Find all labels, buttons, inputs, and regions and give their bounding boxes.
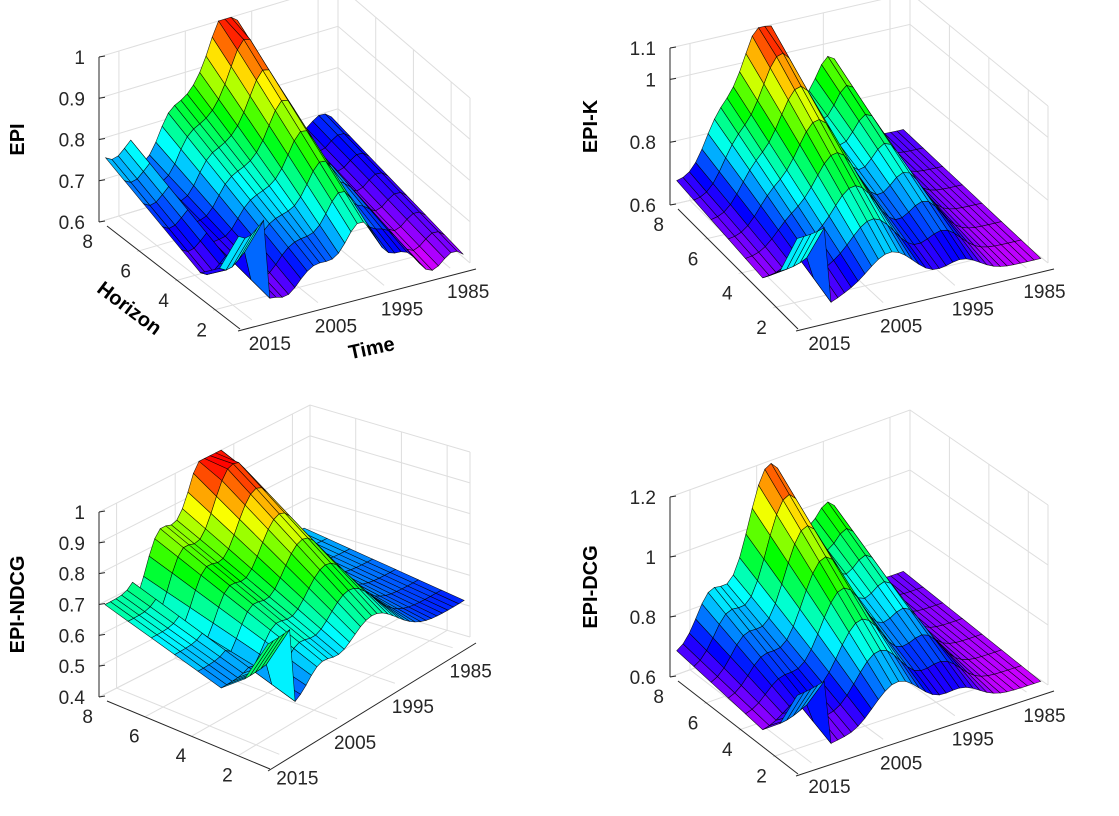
surface xyxy=(104,449,465,703)
axes xyxy=(669,495,1055,777)
surface-plot-epi-k: 0.6 0.8 1 1.1 2 4 6 8 1985 1995 2005 2015 EPI-K xyxy=(580,0,1066,355)
x-tick-label: 1995 xyxy=(381,299,423,320)
y-tick-label: 4 xyxy=(158,291,169,312)
z-tick-label: 0.6 xyxy=(630,196,656,217)
x-tick-label: 2005 xyxy=(315,317,357,338)
y-axis-label: Horizon xyxy=(93,278,166,340)
y-tick-label: 4 xyxy=(722,740,733,761)
z-tick-label: 0.6 xyxy=(59,213,85,234)
z-axis-label: EPI-NDCG xyxy=(7,556,29,654)
surface-patch xyxy=(219,235,246,271)
surface-patch xyxy=(244,640,274,680)
z-tick-label: 1 xyxy=(645,70,656,91)
surface xyxy=(676,462,1042,745)
z-tick-label: 0.6 xyxy=(59,626,85,647)
x-tick-label: 1995 xyxy=(392,697,434,718)
x-tick-label: 1995 xyxy=(952,730,994,751)
surface xyxy=(104,16,464,299)
y-tick-label: 2 xyxy=(222,765,233,786)
z-tick-label: 0.8 xyxy=(59,565,85,586)
z-tick-label: 1.1 xyxy=(630,39,656,60)
x-tick-label: 1985 xyxy=(450,662,492,683)
y-tick-label: 6 xyxy=(688,249,699,270)
surface-patch xyxy=(779,236,805,272)
axes xyxy=(669,46,1055,332)
x-tick-label: 2005 xyxy=(334,733,376,754)
axes xyxy=(98,510,477,772)
z-tick-label: 0.8 xyxy=(630,608,656,629)
z-tick-label: 0.5 xyxy=(59,657,85,678)
surface-plot-epi-dcg: 0.6 0.8 1 1.2 2 4 6 8 1985 1995 2005 2015 EPI-DCG xyxy=(580,409,1066,798)
surface xyxy=(676,25,1042,304)
surface-plot-epi-ndcg: 0.4 0.5 0.6 0.7 0.8 0.9 1 2 4 6 8 1985 1995 2005 2015 E… xyxy=(7,404,492,789)
axes xyxy=(98,55,477,332)
z-axis-label: EPI xyxy=(7,123,29,155)
y-tick-label: 8 xyxy=(82,707,93,728)
z-tick-label: 0.8 xyxy=(59,131,85,152)
z-axis-label: EPI-K xyxy=(580,99,602,153)
z-axis-label: EPI-DCG xyxy=(580,545,602,628)
y-tick-label: 6 xyxy=(120,261,131,282)
x-tick-label: 2005 xyxy=(880,317,922,338)
x-tick-label: 1985 xyxy=(1023,282,1065,303)
x-tick-label: 2015 xyxy=(249,334,291,355)
x-axis-label: Time xyxy=(347,333,397,364)
z-tick-label: 0.7 xyxy=(59,172,85,193)
x-tick-label: 2015 xyxy=(276,768,318,789)
x-tick-label: 2005 xyxy=(880,753,922,774)
x-tick-label: 2015 xyxy=(808,777,850,798)
y-tick-label: 2 xyxy=(756,318,767,339)
z-tick-label: 1 xyxy=(645,548,656,569)
x-tick-label: 1985 xyxy=(447,282,489,303)
surface-patch xyxy=(779,691,805,725)
z-tick-label: 1.2 xyxy=(630,488,656,509)
z-tick-label: 0.7 xyxy=(59,596,85,617)
y-tick-label: 6 xyxy=(688,714,699,735)
y-tick-label: 8 xyxy=(82,232,93,253)
x-tick-label: 2015 xyxy=(808,334,850,355)
y-tick-label: 2 xyxy=(196,320,207,341)
y-tick-label: 6 xyxy=(129,726,140,747)
z-tick-label: 0.9 xyxy=(59,89,85,110)
z-tick-label: 0.9 xyxy=(59,534,85,555)
y-tick-label: 4 xyxy=(722,284,733,305)
z-tick-label: 0.8 xyxy=(630,133,656,154)
y-tick-label: 8 xyxy=(653,215,664,236)
y-tick-label: 8 xyxy=(653,687,664,708)
x-tick-label: 1995 xyxy=(952,299,994,320)
z-tick-label: 0.6 xyxy=(630,668,656,689)
z-tick-label: 1 xyxy=(74,503,85,524)
z-tick-label: 0.4 xyxy=(59,688,86,709)
x-tick-label: 1985 xyxy=(1023,706,1065,727)
y-tick-label: 4 xyxy=(176,746,187,767)
surface-plot-epi: 0.6 0.7 0.8 0.9 1 2 4 6 8 1985 1995 2005 2015 EPI Hori… xyxy=(7,0,489,364)
y-tick-label: 2 xyxy=(756,767,767,788)
z-tick-label: 1 xyxy=(74,48,85,69)
